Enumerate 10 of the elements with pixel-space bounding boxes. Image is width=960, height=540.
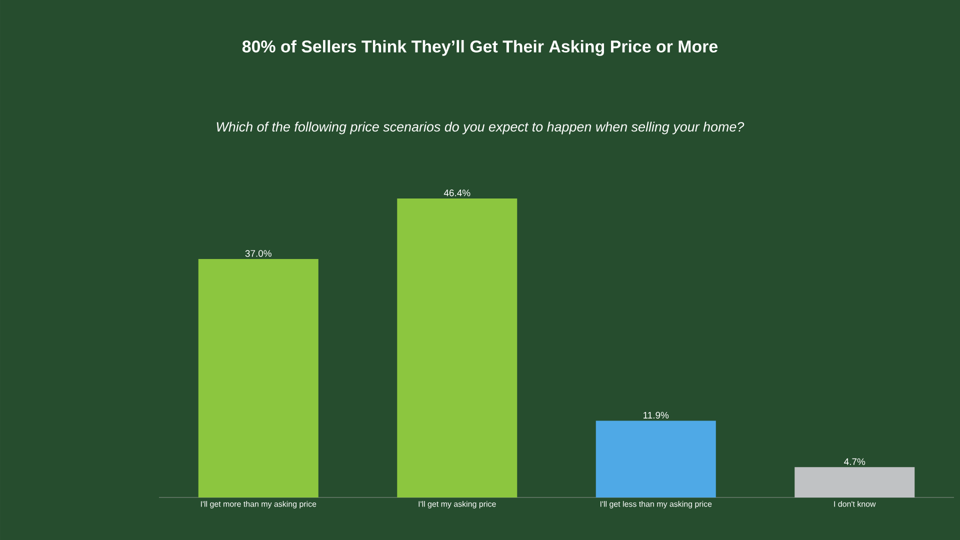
chart-subtitle: Which of the following price scenarios do you expect to happen when selling your home?	[216, 122, 744, 134]
bar	[596, 420, 716, 498]
bar	[794, 467, 915, 498]
bar	[198, 259, 318, 498]
data-label: 46.4%	[444, 190, 470, 196]
data-label: 11.9%	[644, 412, 669, 419]
data-label: 37.0%	[245, 250, 272, 257]
bar	[397, 198, 518, 498]
data-label: 4.7%	[844, 458, 866, 465]
chart-title: 80% of Sellers Think They’ll Get Their Asking Price or More	[242, 40, 718, 56]
